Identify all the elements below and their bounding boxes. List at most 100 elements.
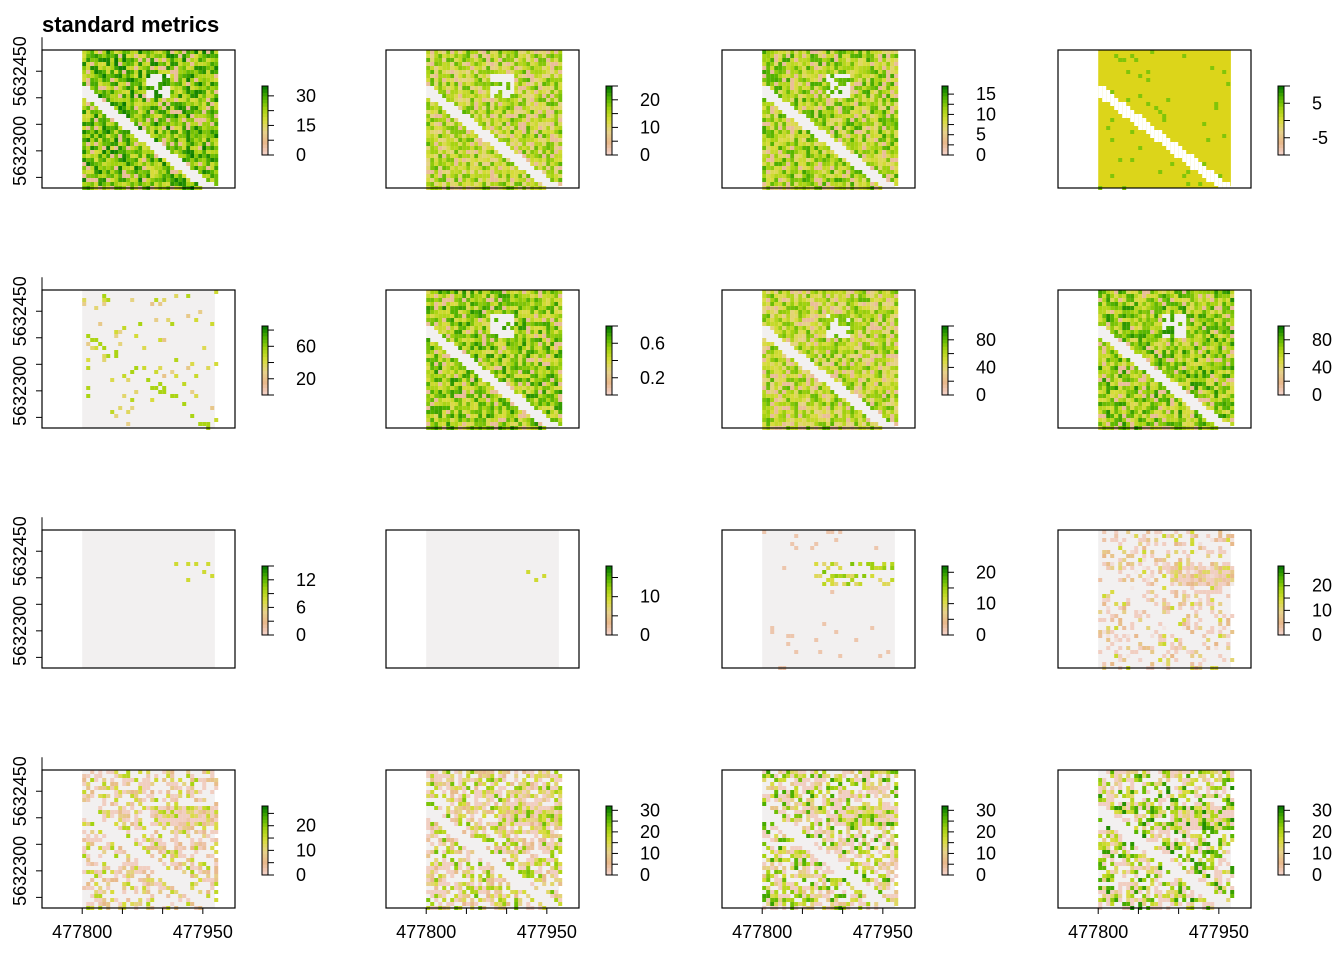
raster-cell: [490, 346, 494, 350]
raster-cell: [210, 90, 214, 94]
raster-cell: [514, 298, 518, 302]
raster-cell: [882, 66, 886, 70]
raster-cell: [506, 126, 510, 130]
raster-cell: [542, 118, 546, 122]
raster-cell: [438, 378, 442, 382]
raster-cell: [538, 350, 542, 354]
raster-cell: [486, 62, 490, 66]
raster-cell: [214, 110, 218, 114]
raster-cell: [214, 162, 218, 166]
raster-cell: [426, 410, 430, 414]
raster-cell: [502, 306, 506, 310]
raster-cell: [442, 402, 446, 406]
raster-cell: [430, 78, 434, 82]
raster-cell: [874, 290, 878, 294]
raster-cell: [502, 294, 506, 298]
raster-cell: [214, 174, 218, 178]
raster-cell: [430, 58, 434, 62]
raster-cell: [826, 122, 830, 126]
raster-cell: [490, 158, 494, 162]
raster-cell: [214, 78, 218, 82]
raster-cell: [214, 134, 218, 138]
raster-cell: [426, 402, 430, 406]
raster-cell: [518, 326, 522, 330]
raster-cell: [98, 86, 102, 90]
raster-cell: [522, 322, 526, 326]
raster-cell: [458, 126, 462, 130]
raster-cell: [526, 70, 530, 74]
raster-cell: [206, 114, 210, 118]
raster-cell: [522, 138, 526, 142]
raster-cell: [430, 174, 434, 178]
raster-cell: [510, 54, 514, 58]
legend: -55: [1278, 86, 1328, 156]
raster-cell: [786, 314, 790, 318]
raster-cell: [430, 322, 434, 326]
raster-cell: [1190, 162, 1194, 166]
raster-cell: [550, 58, 554, 62]
raster-cell: [510, 362, 514, 366]
raster-cell: [474, 346, 478, 350]
raster-cell: [442, 414, 446, 418]
raster-cell: [470, 66, 474, 70]
raster-cell: [842, 118, 846, 122]
raster-cell: [894, 118, 898, 122]
raster-cell: [454, 330, 458, 334]
raster-cell: [114, 98, 118, 102]
raster-cell: [434, 410, 438, 414]
raster-cell: [1106, 98, 1110, 102]
raster-cell: [186, 150, 190, 154]
raster-cell: [186, 94, 190, 98]
raster-cell: [874, 70, 878, 74]
raster-cell: [530, 70, 534, 74]
raster-cell: [534, 142, 538, 146]
raster-cell: [886, 134, 890, 138]
raster-cell: [538, 74, 542, 78]
raster-cell: [882, 122, 886, 126]
raster-cell: [814, 54, 818, 58]
raster-cell: [166, 178, 170, 182]
raster-cell: [522, 326, 526, 330]
raster-cell: [106, 154, 110, 158]
raster-cell: [558, 298, 562, 302]
raster-cell: [790, 162, 794, 166]
raster-cell: [774, 298, 778, 302]
raster-cell: [814, 174, 818, 178]
raster-cell: [766, 58, 770, 62]
raster-cell: [206, 162, 210, 166]
raster-cell: [130, 134, 134, 138]
raster-cell: [510, 302, 514, 306]
raster-cell: [450, 138, 454, 142]
raster-cell: [826, 126, 830, 130]
raster-cell: [478, 338, 482, 342]
raster-cell: [446, 70, 450, 74]
raster-cell: [114, 70, 118, 74]
raster-cell: [558, 98, 562, 102]
raster-cell: [1162, 114, 1166, 118]
raster-cell: [774, 162, 778, 166]
raster-cell: [178, 86, 182, 90]
raster-cell: [542, 398, 546, 402]
raster-cell: [114, 102, 118, 106]
raster-cell: [206, 110, 210, 114]
raster-cell: [170, 82, 174, 86]
raster-cell: [842, 130, 846, 134]
raster-cell: [458, 370, 462, 374]
raster-cell: [122, 374, 126, 378]
raster-cell: [870, 54, 874, 58]
raster-cell: [1138, 126, 1142, 130]
raster-cell: [762, 114, 766, 118]
raster-cell: [198, 118, 202, 122]
raster-cell: [118, 86, 122, 90]
raster-cell: [470, 290, 474, 294]
raster-cell: [482, 354, 486, 358]
raster-cell: [438, 370, 442, 374]
raster-cell: [806, 150, 810, 154]
raster-cell: [482, 386, 486, 390]
raster-cell: [838, 310, 842, 314]
legend-swatch: [942, 121, 948, 125]
raster-cell: [90, 62, 94, 66]
raster-cell: [86, 58, 90, 62]
